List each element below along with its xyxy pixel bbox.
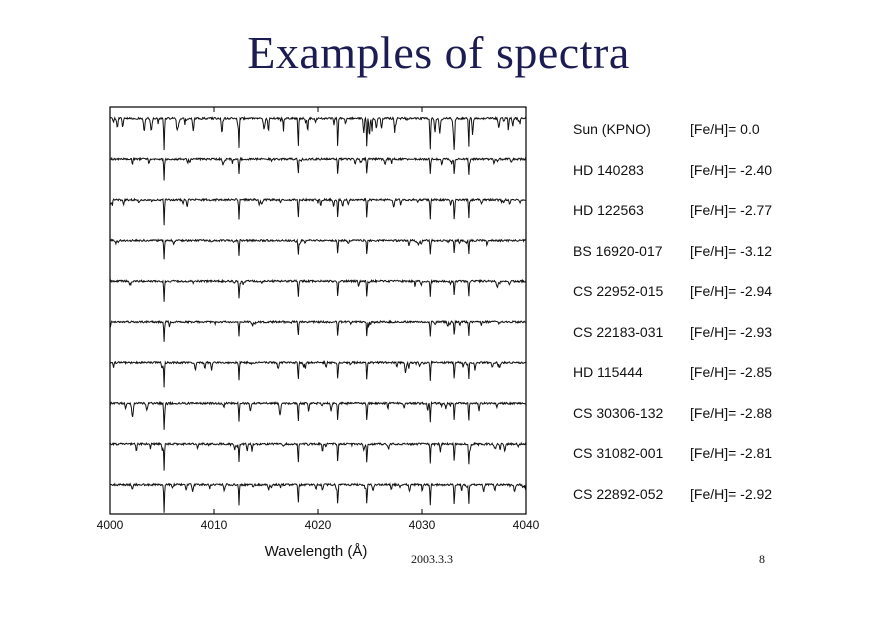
spectrum-line <box>110 441 527 471</box>
series-metallicity: [Fe/H]= -2.40 <box>690 161 773 178</box>
series-name: CS 30306-132 <box>573 404 664 421</box>
series-name: CS 22183-031 <box>573 323 664 340</box>
x-tick-label: 4040 <box>513 518 540 532</box>
series-name: BS 16920-017 <box>573 242 663 259</box>
series-name: HD 115444 <box>573 364 643 380</box>
x-tick-label: 4010 <box>201 518 228 532</box>
series-metallicity: [Fe/H]= -2.92 <box>690 485 773 502</box>
series-metallicity: [Fe/H]= -2.85 <box>690 364 773 380</box>
spectra-group <box>109 115 527 513</box>
x-axis-ticks: 4000 4010 4020 4030 4040 <box>97 107 540 532</box>
spectrum-line <box>109 360 527 388</box>
spectrum-line <box>109 482 527 513</box>
x-axis-label: Wavelength (Å) <box>265 543 368 560</box>
page-number: 8 <box>759 552 765 566</box>
footer-date: 2003.3.3 <box>411 552 453 566</box>
series-metallicity: [Fe/H]= -2.94 <box>690 283 773 299</box>
series-metallicity: [Fe/H]= 0.0 <box>690 121 760 137</box>
x-tick-label: 4020 <box>305 518 332 532</box>
series-name: CS 31082-001 <box>573 445 664 461</box>
series-metallicity: [Fe/H]= -2.93 <box>690 323 773 340</box>
slide-title: Examples of spectra <box>247 27 630 78</box>
spectrum-line <box>109 278 527 302</box>
series-name: HD 122563 <box>573 202 644 218</box>
series-metallicity: [Fe/H]= -2.81 <box>690 445 773 461</box>
spectrum-line <box>109 115 527 151</box>
spectrum-line <box>109 238 527 260</box>
series-name: HD 140283 <box>573 161 644 178</box>
spectrum-line <box>109 400 527 430</box>
spectrum-line <box>109 197 527 226</box>
series-metallicity: [Fe/H]= -2.88 <box>690 404 773 421</box>
spectrum-line <box>109 319 527 342</box>
spectrum-line <box>109 156 527 181</box>
series-name: Sun (KPNO) <box>573 121 651 137</box>
x-tick-label: 4000 <box>97 518 124 532</box>
series-metallicity: [Fe/H]= -2.77 <box>690 202 773 218</box>
series-name: CS 22892-052 <box>573 485 664 502</box>
plot-frame <box>109 106 527 515</box>
series-metallicity: [Fe/H]= -3.12 <box>690 242 773 259</box>
series-name: CS 22952-015 <box>573 283 664 299</box>
x-tick-label: 4030 <box>409 518 436 532</box>
